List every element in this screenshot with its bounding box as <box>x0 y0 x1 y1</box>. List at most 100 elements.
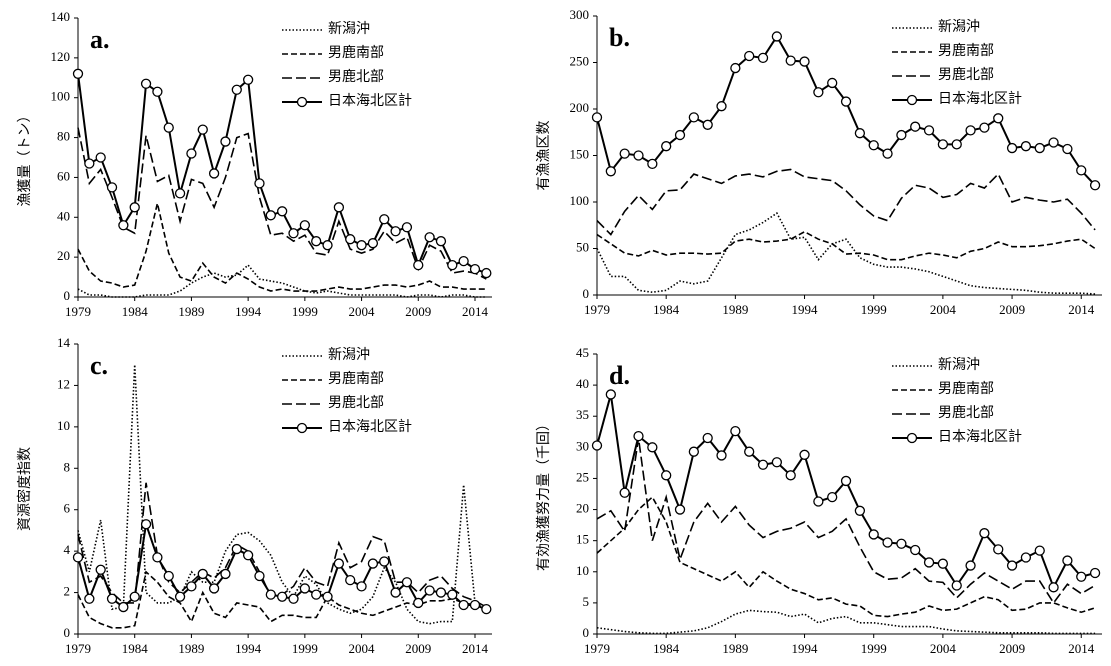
point <box>882 537 893 548</box>
point <box>174 188 186 199</box>
panel-label: a. <box>90 25 110 54</box>
point <box>854 128 866 139</box>
point <box>1020 141 1032 152</box>
legend-label: 男鹿南部 <box>938 42 994 59</box>
point <box>771 31 783 42</box>
point <box>345 574 356 586</box>
point <box>277 206 288 217</box>
point <box>356 581 367 592</box>
legend-label: 男鹿北部 <box>938 404 994 421</box>
point <box>744 50 755 62</box>
x-tick-label: 2014 <box>462 304 489 319</box>
y-tick-label: 10 <box>576 563 589 578</box>
y-tick-label: 0 <box>64 625 71 640</box>
y-tick-label: 20 <box>57 248 70 263</box>
y-tick-label: 20 <box>576 501 589 516</box>
point <box>345 234 356 245</box>
point <box>481 267 492 279</box>
point <box>367 238 379 249</box>
x-tick-label: 1994 <box>235 641 262 656</box>
point <box>799 449 810 460</box>
point <box>633 430 644 442</box>
point <box>771 457 783 468</box>
point <box>288 593 299 604</box>
x-tick-label: 1984 <box>653 302 680 317</box>
point <box>333 202 345 213</box>
point <box>140 519 152 530</box>
point <box>605 166 616 177</box>
point <box>356 240 367 251</box>
y-tick-label: 0 <box>583 625 590 640</box>
point <box>208 583 220 594</box>
point <box>242 74 254 85</box>
point <box>965 125 976 136</box>
panel: 0 2 4 6 8 10 12 14 1979 1984 1989 1994 1999 2004 2009 2… <box>16 335 492 656</box>
point <box>299 583 310 594</box>
point <box>265 589 276 600</box>
legend-label: 男鹿北部 <box>938 66 994 83</box>
point <box>840 475 852 487</box>
point <box>106 593 118 604</box>
series-line <box>596 230 1096 261</box>
y-tick-label: 250 <box>570 53 590 68</box>
point <box>379 214 390 225</box>
y-tick-label: 14 <box>57 335 71 350</box>
point <box>1034 142 1045 154</box>
point <box>730 62 741 74</box>
point <box>140 78 152 89</box>
point <box>910 544 921 556</box>
point <box>813 496 824 507</box>
point <box>288 228 299 239</box>
point <box>937 558 949 569</box>
y-tick-label: 5 <box>583 594 590 609</box>
series-line <box>596 34 1096 186</box>
point <box>118 601 129 613</box>
x-tick-label: 1994 <box>792 641 819 656</box>
point <box>458 599 469 611</box>
x-tick-label: 2004 <box>349 304 376 319</box>
panel: 0 50 100 150 200 250 300 1979 1984 1989 1994 1999 20… <box>536 7 1102 317</box>
point <box>390 587 401 598</box>
x-tick-label: 1999 <box>861 641 887 656</box>
point <box>674 504 686 515</box>
point <box>1048 582 1059 593</box>
point <box>827 77 838 89</box>
y-tick-label: 80 <box>57 129 70 144</box>
point <box>923 125 935 136</box>
point <box>730 426 741 437</box>
y-tick-label: 25 <box>576 469 589 484</box>
y-tick-label: 2 <box>64 584 71 599</box>
point <box>379 556 390 567</box>
point <box>702 119 713 130</box>
point <box>868 140 879 151</box>
point <box>840 96 852 107</box>
y-axis-title: 有漁漁区数 <box>536 121 552 191</box>
y-tick-label: 40 <box>576 376 589 391</box>
point <box>401 577 413 588</box>
point <box>716 450 727 461</box>
x-tick-label: 1979 <box>584 302 610 317</box>
point <box>424 232 435 243</box>
x-tick-label: 2014 <box>1068 641 1095 656</box>
y-tick-label: 100 <box>570 193 590 208</box>
y-tick-label: 40 <box>57 208 70 223</box>
x-tick-label: 2009 <box>999 641 1025 656</box>
y-tick-label: 30 <box>576 438 589 453</box>
point <box>716 101 727 112</box>
point <box>661 470 672 481</box>
panel: 0 5 10 15 20 25 30 35 40 45 1979 1984 1989 1994 1999 20… <box>536 345 1102 656</box>
series-line <box>596 609 1096 635</box>
x-tick-label: 1994 <box>235 304 262 319</box>
y-tick-label: 8 <box>64 459 71 474</box>
point <box>95 152 106 163</box>
point <box>72 68 84 79</box>
y-tick-label: 150 <box>570 146 590 161</box>
point <box>896 538 907 549</box>
point <box>757 52 769 63</box>
point <box>265 210 276 221</box>
y-tick-label: 15 <box>576 532 589 547</box>
x-tick-label: 1989 <box>722 302 748 317</box>
y-tick-label: 140 <box>51 9 71 24</box>
x-tick-label: 2009 <box>405 641 431 656</box>
point <box>910 121 921 132</box>
